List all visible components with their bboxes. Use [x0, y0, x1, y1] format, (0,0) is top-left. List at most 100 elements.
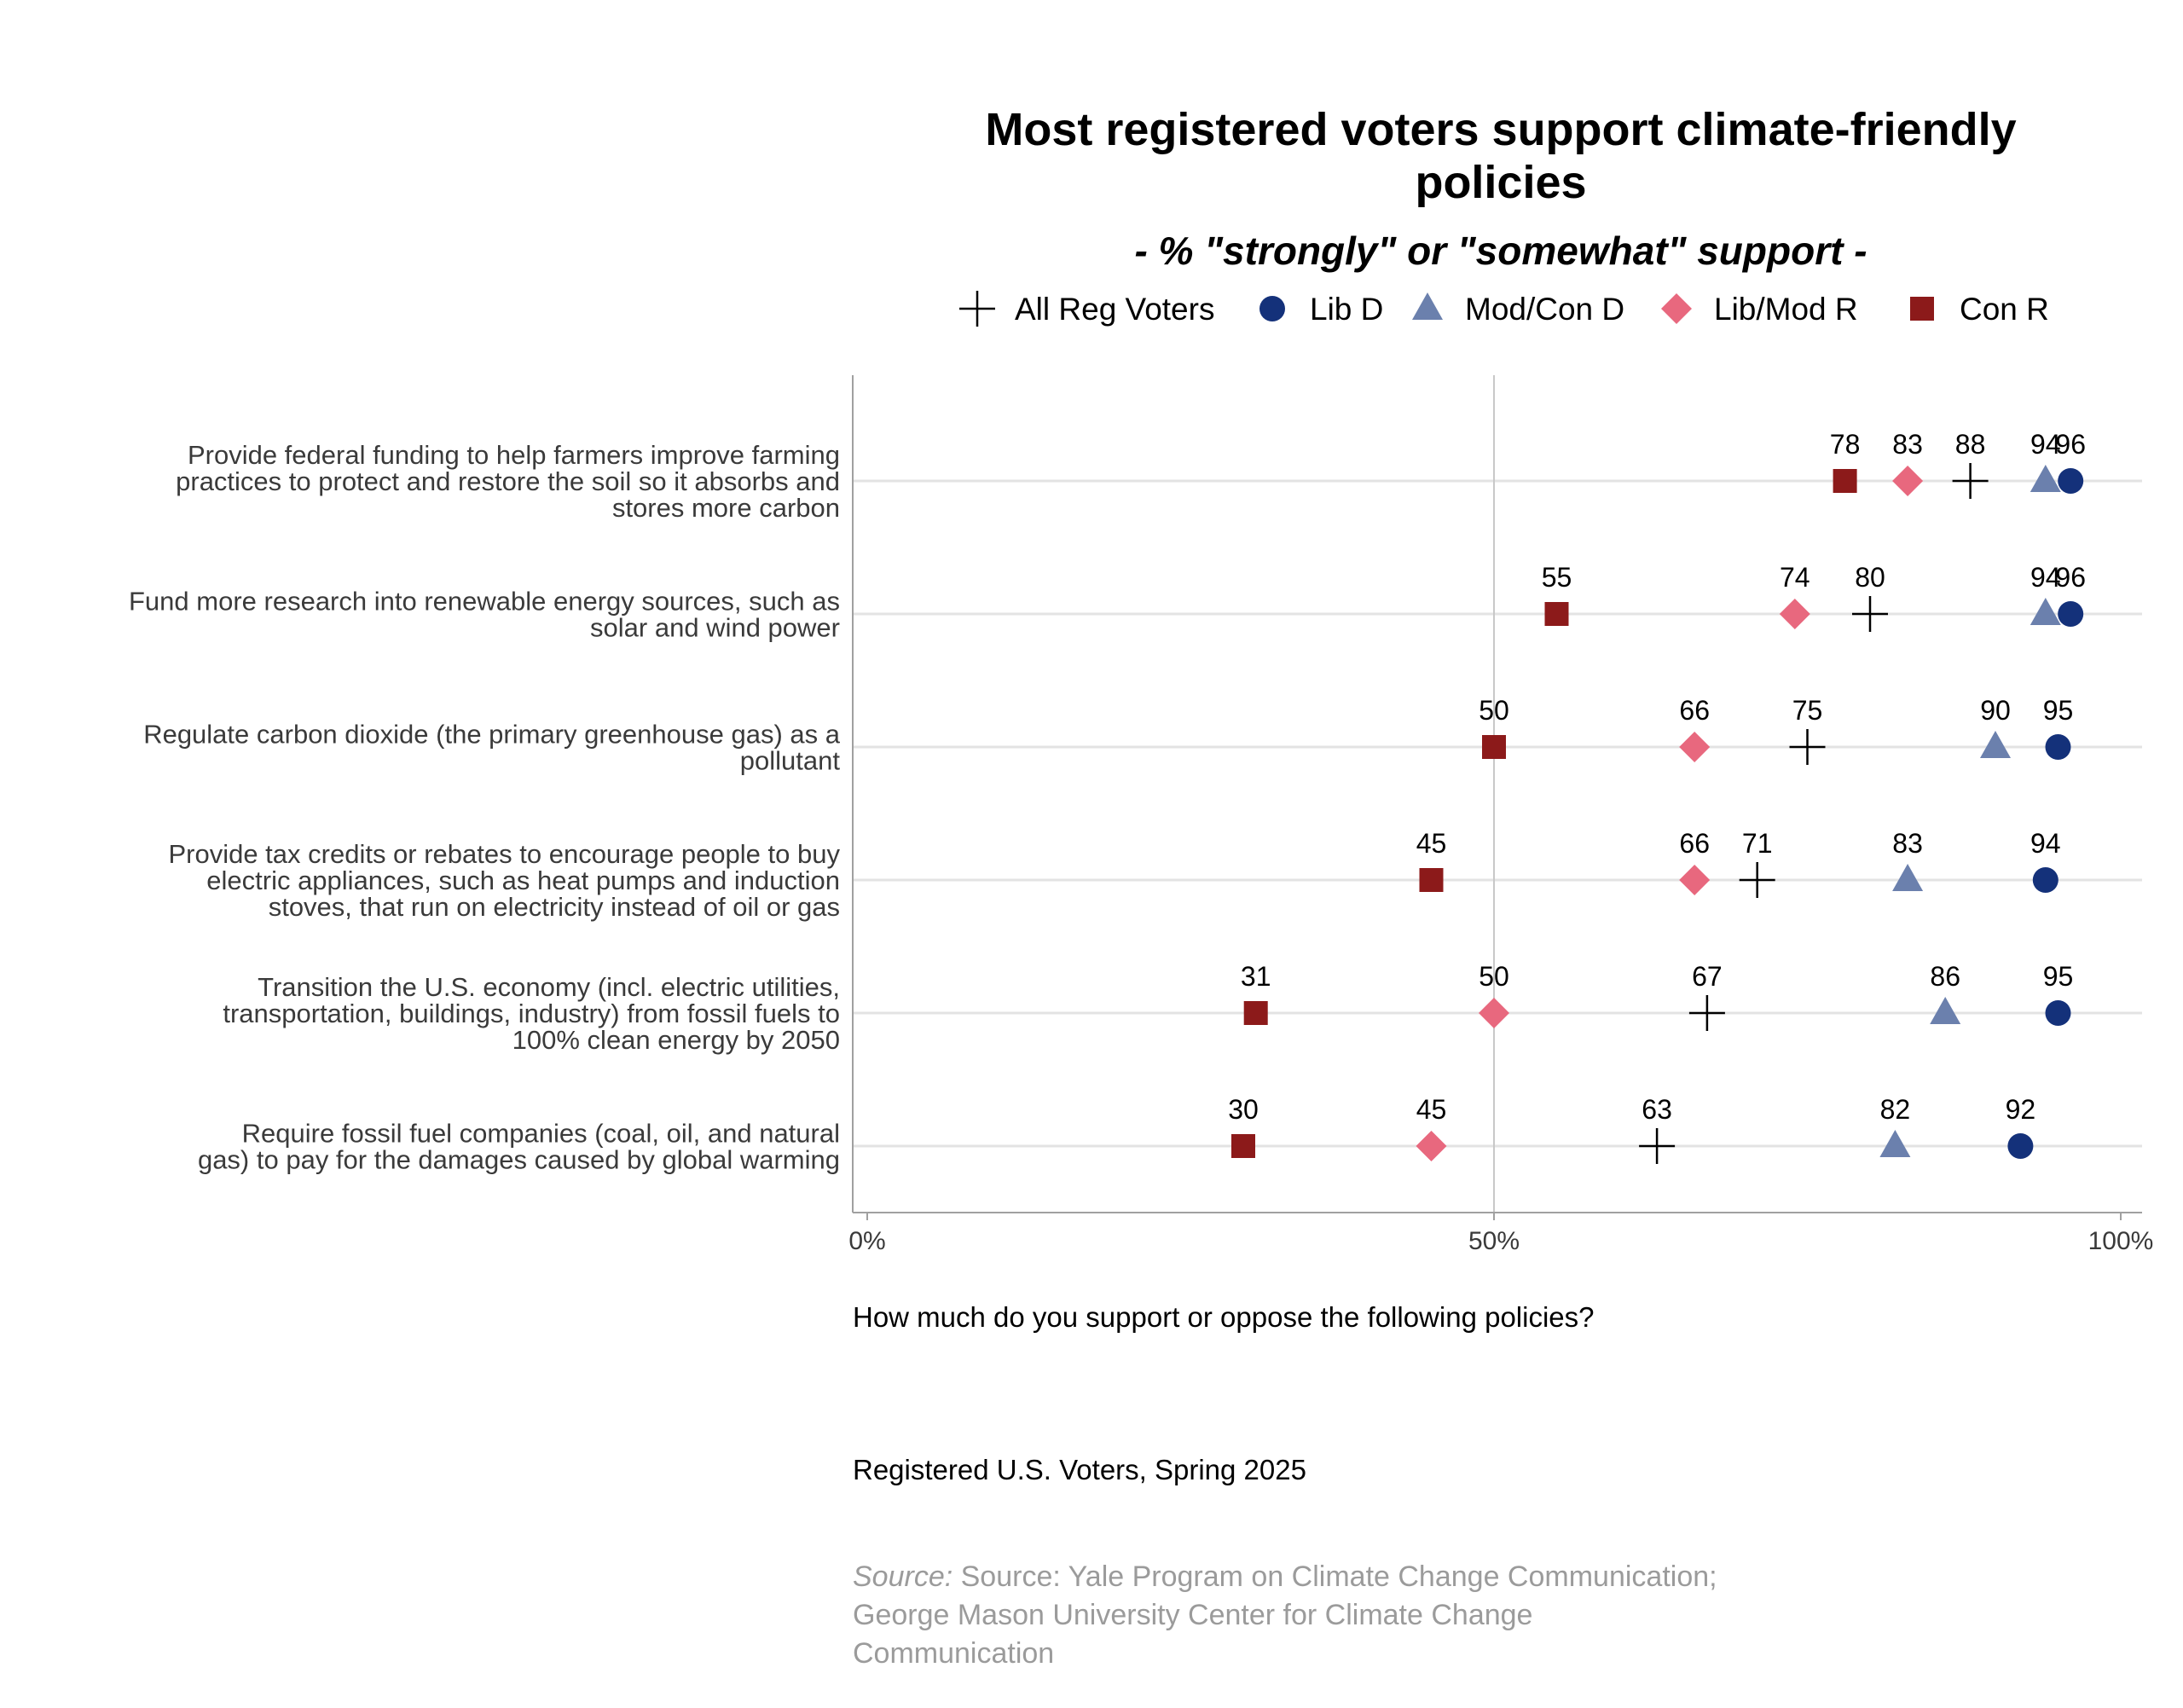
chart-title-line: Most registered voters support climate-f… [985, 104, 2016, 155]
legend-item: Con R [1910, 292, 2049, 327]
data-point [1930, 997, 1961, 1024]
data-point [1833, 469, 1857, 493]
x-tick-label: 0% [848, 1227, 885, 1255]
category-label: Require fossil fuel companies (coal, oil… [198, 1119, 840, 1175]
category-label: Provide federal funding to help farmers … [176, 440, 840, 523]
series-con-r: 78 55 50 45 31 30 [1228, 429, 1860, 1158]
category-label-line: Regulate carbon dioxide (the primary gre… [143, 720, 841, 750]
legend-label: Lib D [1310, 292, 1383, 327]
legend-marker [959, 291, 995, 327]
series-lib-d: 96 96 95 94 95 92 [2006, 429, 2086, 1159]
data-label: 96 [2055, 562, 2086, 593]
source-line: George Mason University Center for Clima… [853, 1599, 1532, 1631]
data-label: 92 [2006, 1094, 2036, 1125]
source-text: Source: Yale Program on Climate Change C… [961, 1560, 1717, 1593]
category-label-line: practices to protect and restore the soi… [176, 466, 840, 496]
legend-marker [1661, 293, 1692, 324]
sample-text: Registered U.S. Voters, Spring 2025 [853, 1454, 1306, 1485]
data-label: 45 [1416, 828, 1447, 859]
data-label: 50 [1479, 695, 1509, 726]
data-label: 95 [2043, 695, 2074, 726]
chart-subtitle: - % "strongly" or "somewhat" support - [1134, 229, 1867, 273]
data-point [1980, 731, 2011, 758]
category-label-line: solar and wind power [590, 613, 840, 643]
legend-label: Lib/Mod R [1714, 292, 1858, 327]
category-label: Fund more research into renewable energy… [129, 587, 840, 643]
question-text: How much do you support or oppose the fo… [853, 1301, 1595, 1333]
series-all-reg-voters: 88 80 75 71 67 63 [1639, 429, 1989, 1164]
data-label: 94 [2030, 429, 2061, 460]
source-prefix: Source: [853, 1560, 961, 1593]
category-label-line: Fund more research into renewable energy… [129, 587, 840, 617]
data-point [1679, 865, 1711, 895]
gridlines [853, 375, 2142, 1213]
category-label-line: electric appliances, such as heat pumps … [206, 866, 840, 895]
source-note: Source: Source: Yale Program on Climate … [853, 1560, 1717, 1670]
data-point [1482, 735, 1506, 759]
category-label-line: Provide federal funding to help farmers … [188, 440, 840, 470]
legend-label: Mod/Con D [1465, 292, 1624, 327]
data-label: 94 [2030, 828, 2061, 859]
data-label: 86 [1930, 961, 1960, 992]
data-label: 55 [1542, 562, 1572, 593]
data-point [2007, 1133, 2034, 1159]
series-lib-mod-r: 83 74 66 66 50 45 [1416, 429, 1924, 1161]
data-point [1789, 729, 1826, 765]
category-label-line: stores more carbon [612, 493, 840, 523]
data-label: 83 [1892, 828, 1923, 859]
data-point [2045, 734, 2071, 760]
data-label: 45 [1416, 1094, 1447, 1125]
data-label: 96 [2055, 429, 2086, 460]
data-point [1879, 1130, 1911, 1157]
data-label: 88 [1955, 429, 1986, 460]
legend-marker [1412, 292, 1443, 320]
category-labels: Provide federal funding to help farmers … [129, 440, 841, 1175]
data-label: 66 [1679, 828, 1710, 859]
category-label-line: transportation, buildings, industry) fro… [223, 999, 840, 1028]
category-label: Transition the U.S. economy (incl. elect… [223, 972, 840, 1055]
data-label: 90 [1980, 695, 2011, 726]
legend-item: Lib/Mod R [1661, 292, 1858, 327]
data-point [1688, 995, 1725, 1031]
data-point [1852, 596, 1888, 632]
legend-marker [1910, 297, 1934, 321]
category-label-line: pollutant [740, 746, 841, 776]
data-label: 82 [1880, 1094, 1911, 1125]
x-tick-label: 50% [1468, 1227, 1520, 1255]
data-point [1243, 1001, 1268, 1025]
data-point [1779, 599, 1810, 629]
chart-title: Most registered voters support climate-f… [985, 104, 2016, 208]
data-point [2030, 598, 2061, 625]
data-label: 83 [1892, 429, 1923, 460]
data-label: 30 [1228, 1094, 1259, 1125]
legend: All Reg Voters Lib D Mod/Con D Lib/Mod R Con… [959, 291, 2049, 327]
data-point [1231, 1134, 1255, 1158]
data-point [1479, 998, 1509, 1028]
data-points: 88 80 75 71 67 63 96 96 95 94 95 92 94 94 90 83 86 82 83 74… [1228, 429, 2086, 1164]
data-point [1952, 463, 1989, 499]
source-line: Source: Source: Yale Program on Climate … [853, 1560, 1717, 1593]
data-point [1416, 1131, 1447, 1161]
data-point [1544, 602, 1569, 626]
data-label: 63 [1642, 1094, 1672, 1125]
data-label: 71 [1742, 828, 1773, 859]
chart-title-line: policies [1415, 157, 1586, 208]
category-label-line: gas) to pay for the damages caused by gl… [198, 1145, 840, 1175]
data-point [1739, 862, 1775, 898]
series-mod-con-d: 94 94 90 83 86 82 [1879, 429, 2061, 1157]
data-point [1679, 732, 1711, 762]
data-point [2058, 601, 2084, 627]
x-tick-label: 100% [2088, 1227, 2154, 1255]
data-label: 95 [2043, 961, 2074, 992]
legend-item: Mod/Con D [1412, 292, 1624, 327]
data-label: 67 [1692, 961, 1723, 992]
data-label: 74 [1780, 562, 1810, 593]
data-point [1892, 466, 1924, 496]
category-label: Regulate carbon dioxide (the primary gre… [143, 720, 841, 776]
data-label: 50 [1479, 961, 1509, 992]
legend-item: All Reg Voters [959, 291, 1214, 327]
data-point [1419, 868, 1444, 892]
data-label: 94 [2030, 562, 2061, 593]
source-line: Communication [853, 1637, 1054, 1670]
